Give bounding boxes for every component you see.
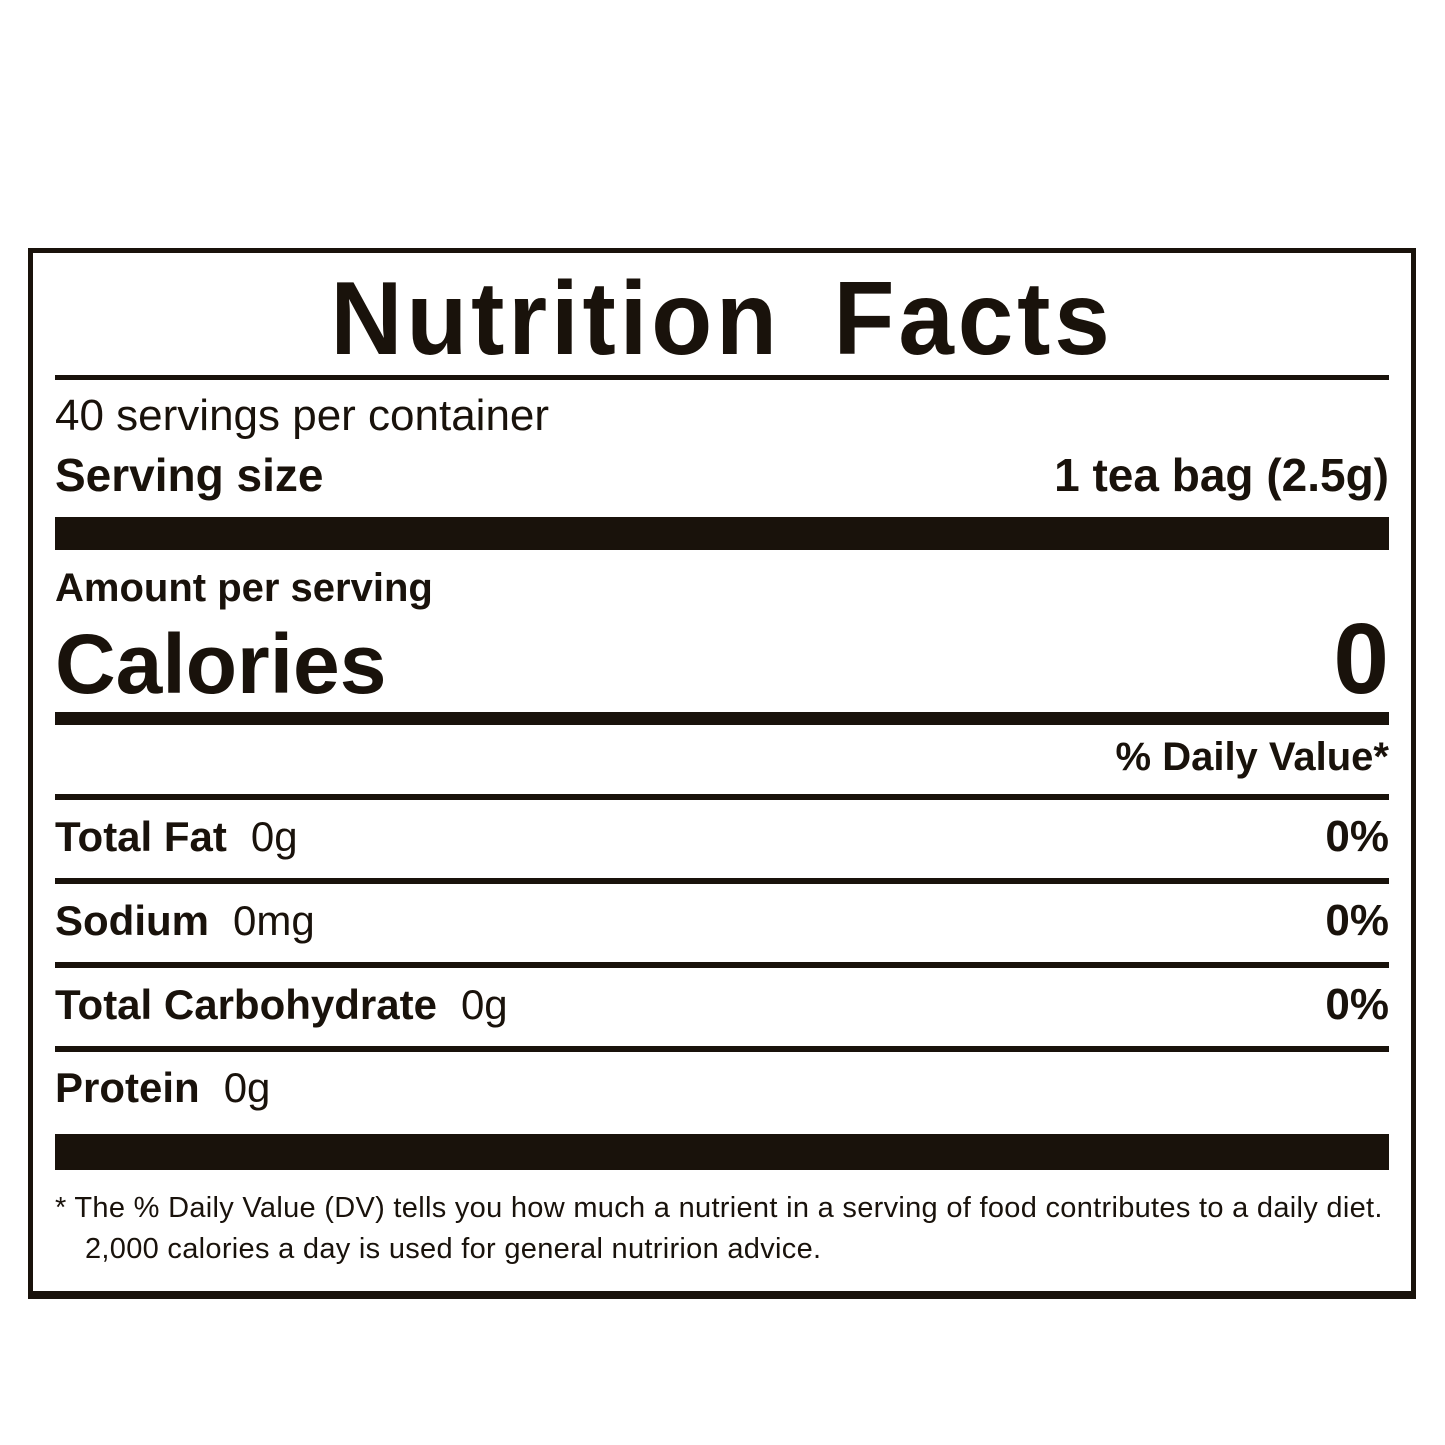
row-divider	[55, 1046, 1389, 1053]
calories-row: Calories 0	[55, 602, 1389, 715]
calories-label: Calories	[55, 616, 387, 711]
nutrient-left: Sodium 0mg	[55, 897, 315, 945]
nutrition-facts-label: Nutrition Facts 40 servings per containe…	[28, 248, 1416, 1300]
nutrient-row-total-carbohydrate: Total Carbohydrate 0g 0%	[55, 968, 1389, 1046]
title-divider	[55, 375, 1389, 380]
nutrient-daily-value: 0%	[1325, 896, 1389, 946]
servings-per-container: 40 servings per container	[55, 391, 550, 440]
nutrient-amount: 0g	[223, 1064, 271, 1112]
nutrient-left: Protein 0g	[55, 1064, 270, 1112]
serving-size-label: Serving size	[55, 449, 324, 502]
nutrient-amount: 0g	[460, 981, 508, 1029]
nutrient-left: Total Carbohydrate 0g	[55, 981, 508, 1029]
section-bar-top	[55, 516, 1389, 550]
serving-size-value: 1 tea bag (2.5g)	[1054, 449, 1389, 502]
nutrient-name: Sodium	[55, 897, 209, 945]
label-title: Nutrition Facts	[330, 261, 1114, 377]
row-divider	[55, 878, 1389, 885]
nutrient-name: Protein	[55, 1064, 200, 1112]
nutrient-amount: 0g	[250, 813, 298, 861]
amount-per-serving-label: Amount per serving	[55, 565, 433, 610]
calories-divider-bar	[55, 712, 1389, 726]
serving-size-row: Serving size 1 tea bag (2.5g)	[55, 450, 1389, 501]
nutrient-row-total-fat: Total Fat 0g 0%	[55, 800, 1389, 878]
nutrient-left: Total Fat 0g	[55, 813, 298, 861]
nutrient-daily-value: 0%	[1325, 980, 1389, 1030]
row-divider	[55, 962, 1389, 969]
section-bar-bottom	[55, 1134, 1389, 1171]
row-divider	[55, 794, 1389, 801]
daily-value-header: % Daily Value*	[1115, 735, 1389, 780]
nutrient-name: Total Fat	[55, 813, 227, 861]
nutrient-name: Total Carbohydrate	[55, 981, 437, 1029]
nutrient-amount: 0mg	[233, 897, 315, 945]
nutrient-daily-value: 0%	[1325, 812, 1389, 862]
nutrient-row-sodium: Sodium 0mg 0%	[55, 884, 1389, 962]
nutrient-row-protein: Protein 0g	[55, 1052, 1389, 1128]
footnote: * The % Daily Value (DV) tells you how m…	[55, 1192, 1383, 1265]
calories-value: 0	[1333, 602, 1389, 715]
